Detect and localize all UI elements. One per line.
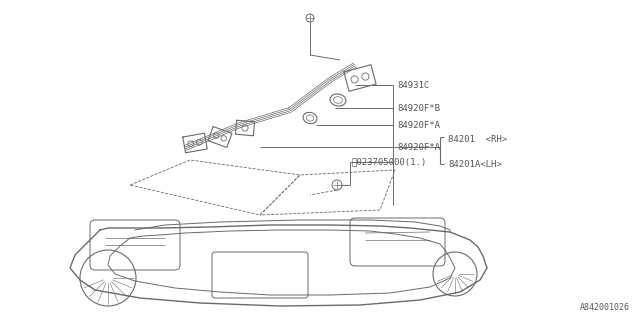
Text: 84931C: 84931C bbox=[397, 81, 429, 90]
Text: A842001026: A842001026 bbox=[580, 303, 630, 312]
Text: 84201  <RH>: 84201 <RH> bbox=[448, 134, 507, 143]
Text: 84201A<LH>: 84201A<LH> bbox=[448, 159, 502, 169]
Text: 84920F*A: 84920F*A bbox=[397, 142, 440, 151]
Text: 84920F*A: 84920F*A bbox=[397, 121, 440, 130]
Text: 84920F*B: 84920F*B bbox=[397, 103, 440, 113]
Text: ⓝ023705000(1.): ⓝ023705000(1.) bbox=[352, 157, 428, 166]
